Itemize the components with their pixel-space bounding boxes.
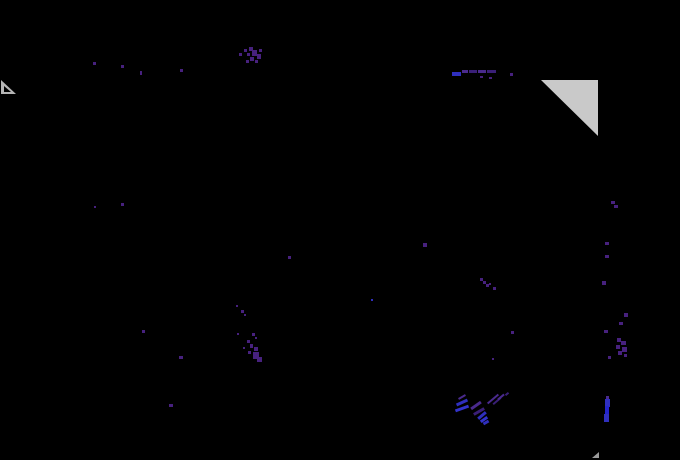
noise-speck — [510, 73, 513, 76]
noise-speck — [250, 57, 254, 61]
noise-speck — [121, 203, 124, 206]
noise-speck — [622, 347, 627, 352]
noise-speck — [478, 70, 486, 73]
noise-speck — [140, 71, 142, 75]
page-curl-triangle — [541, 80, 598, 136]
noise-speck — [483, 281, 486, 284]
noise-speck — [487, 70, 496, 73]
noise-speck — [180, 69, 183, 72]
noise-speck — [244, 49, 247, 52]
noise-speck — [604, 330, 608, 333]
noise-speck — [480, 278, 483, 281]
noise-speck — [247, 340, 250, 343]
noise-speck — [608, 356, 611, 359]
noise-speck — [249, 47, 253, 51]
noise-speck — [250, 344, 253, 348]
noise-speck — [254, 347, 258, 351]
noise-speck — [243, 347, 245, 349]
noise-speck — [121, 65, 124, 68]
noise-speck — [469, 70, 477, 73]
pen-stroke — [477, 411, 487, 420]
pen-stroke — [606, 396, 609, 400]
noise-speck — [239, 53, 242, 56]
noise-speck — [480, 76, 483, 78]
noise-speck — [169, 404, 173, 407]
left-edge-fold-notch — [4, 86, 11, 92]
pen-stroke — [479, 415, 489, 424]
noise-speck — [257, 357, 262, 362]
noise-speck — [179, 356, 183, 359]
noise-speck — [252, 50, 257, 56]
noise-speck — [493, 287, 496, 290]
noise-speck — [252, 333, 255, 336]
noise-speck — [619, 322, 623, 325]
noise-speck — [624, 313, 628, 317]
noise-speck — [246, 60, 249, 63]
noise-speck — [259, 49, 262, 52]
noise-speck — [462, 70, 468, 73]
noise-speck — [624, 354, 627, 357]
noise-speck — [247, 53, 250, 56]
pen-stroke — [497, 393, 505, 401]
pen-stroke — [458, 394, 466, 400]
pen-stroke — [482, 419, 490, 426]
noise-speck — [489, 283, 491, 285]
noise-speck — [248, 351, 251, 354]
noise-speck — [618, 351, 622, 355]
noise-speck — [257, 54, 261, 59]
noise-speck — [614, 205, 618, 208]
noise-speck — [605, 242, 609, 245]
noise-speck — [602, 281, 606, 285]
pen-stroke — [473, 407, 485, 416]
noise-speck — [489, 77, 492, 79]
pen-stroke — [455, 398, 469, 407]
noise-speck — [486, 284, 489, 287]
noise-speck — [605, 255, 609, 258]
noise-speck — [236, 305, 238, 307]
noise-speck — [93, 62, 96, 65]
noise-speck — [142, 330, 145, 333]
pen-stroke — [605, 399, 610, 407]
noise-speck — [621, 341, 626, 345]
noise-speck — [617, 338, 621, 342]
pen-stroke — [605, 406, 609, 415]
noise-speck — [511, 331, 514, 334]
noise-speck — [241, 310, 244, 313]
bottom-edge-notch — [592, 452, 599, 458]
pen-stroke — [454, 404, 470, 413]
noise-speck — [611, 201, 615, 204]
noise-speck — [94, 206, 96, 208]
noise-speck — [244, 314, 246, 316]
noise-speck — [288, 256, 291, 259]
noise-speck — [492, 358, 494, 360]
noise-speck — [255, 60, 258, 63]
noise-speck — [255, 337, 257, 339]
pen-stroke — [604, 414, 609, 422]
noise-speck — [452, 72, 461, 76]
noise-speck — [371, 299, 373, 301]
pen-stroke — [470, 400, 482, 411]
noise-speck — [253, 352, 259, 359]
noise-speck — [237, 333, 239, 335]
pen-stroke — [486, 393, 500, 405]
pen-stroke — [504, 391, 510, 397]
noise-speck — [616, 345, 620, 349]
noise-speck — [423, 243, 427, 247]
